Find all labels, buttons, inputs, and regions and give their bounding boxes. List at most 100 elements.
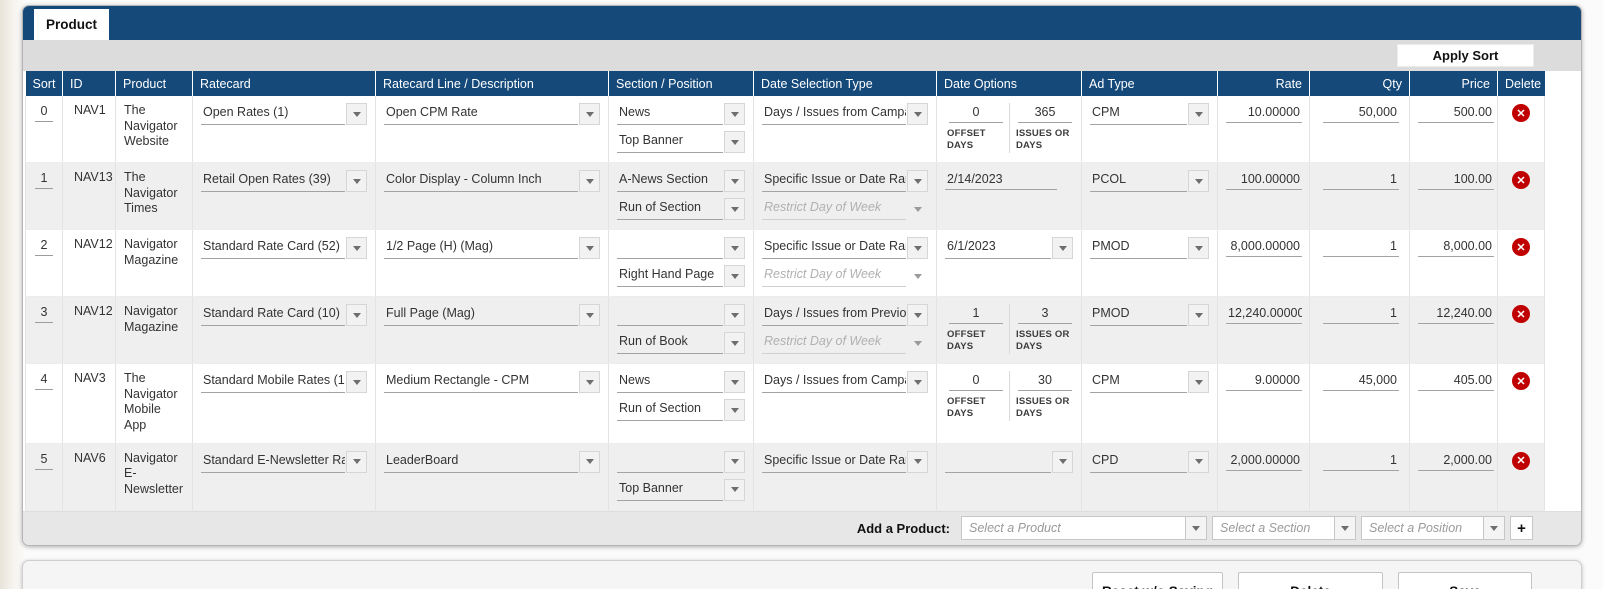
position-select[interactable]: Top Banner (617, 131, 745, 153)
save-button[interactable]: Save (1398, 571, 1532, 589)
chevron-down-icon[interactable] (579, 237, 600, 259)
chevron-down-icon[interactable] (724, 478, 745, 501)
delete-row-button[interactable]: ✕ (1512, 104, 1530, 122)
qty-input[interactable]: 1 (1323, 237, 1399, 257)
offset-days-input[interactable]: 0 (949, 103, 1003, 123)
date-select[interactable] (945, 450, 1073, 473)
chevron-down-icon[interactable] (1052, 450, 1073, 473)
section-select[interactable] (617, 237, 745, 259)
chevron-down-icon[interactable] (907, 237, 928, 259)
date-select[interactable]: 6/1/2023 (945, 237, 1073, 259)
rate-input[interactable]: 8,000.00000 (1226, 237, 1302, 257)
reset-button[interactable]: Reset w/o Saving (1092, 571, 1223, 589)
date-selection-type-select[interactable]: Specific Issue or Date Ran (762, 237, 928, 259)
ad-type-select[interactable]: CPM (1090, 103, 1209, 125)
chevron-down-icon[interactable] (907, 103, 928, 125)
price-input[interactable]: 12,240.00 (1418, 304, 1494, 324)
position-select[interactable]: Run of Section (617, 198, 745, 220)
tab-product[interactable]: Product (34, 9, 110, 40)
chevron-down-icon[interactable] (907, 170, 928, 192)
ratecard-select[interactable]: Standard E-Newsletter Ra (201, 450, 367, 473)
ratecard-select[interactable]: Standard Mobile Rates (14 (201, 371, 367, 393)
chevron-down-icon[interactable] (724, 131, 745, 153)
delete-row-button[interactable]: ✕ (1512, 372, 1530, 390)
chevron-down-icon[interactable] (1188, 237, 1209, 259)
chevron-down-icon[interactable] (1188, 103, 1209, 125)
chevron-down-icon[interactable] (724, 371, 745, 393)
chevron-down-icon[interactable] (724, 237, 745, 259)
chevron-down-icon[interactable] (724, 265, 745, 287)
sort-input[interactable]: 3 (35, 304, 53, 323)
add-product-button[interactable]: + (1510, 516, 1533, 540)
chevron-down-icon[interactable] (724, 170, 745, 192)
chevron-down-icon[interactable] (1185, 517, 1206, 539)
date-selection-type-select[interactable]: Specific Issue or Date Ran (762, 450, 928, 473)
chevron-down-icon[interactable] (724, 304, 745, 326)
qty-input[interactable]: 1 (1323, 451, 1399, 471)
apply-sort-button[interactable]: Apply Sort (1397, 44, 1534, 67)
date-selection-type-select[interactable]: Specific Issue or Date Ran (762, 170, 928, 192)
sort-input[interactable]: 5 (35, 451, 53, 470)
chevron-down-icon[interactable] (1188, 170, 1209, 192)
issues-or-days-input[interactable]: 365 (1018, 103, 1072, 123)
date-selection-type-select[interactable]: Days / Issues from Campa (762, 103, 928, 125)
section-select[interactable] (617, 450, 745, 473)
chevron-down-icon[interactable] (346, 304, 367, 326)
qty-input[interactable]: 50,000 (1323, 103, 1399, 123)
delete-row-button[interactable]: ✕ (1512, 451, 1530, 470)
add-product-select[interactable]: Select a Product (961, 516, 1207, 540)
ratecard-select[interactable]: Retail Open Rates (39) (201, 170, 367, 192)
section-select[interactable] (617, 304, 745, 326)
ratecard-line-select[interactable]: LeaderBoard (384, 450, 600, 473)
chevron-down-icon[interactable] (1188, 450, 1209, 473)
chevron-down-icon[interactable] (579, 103, 600, 125)
sort-input[interactable]: 1 (35, 170, 53, 189)
qty-input[interactable]: 45,000 (1323, 371, 1399, 391)
ratecard-select[interactable]: Standard Rate Card (10) (201, 304, 367, 326)
chevron-down-icon[interactable] (1483, 517, 1504, 539)
add-position-select[interactable]: Select a Position (1361, 516, 1505, 540)
delete-row-button[interactable]: ✕ (1512, 238, 1530, 256)
chevron-down-icon[interactable] (579, 304, 600, 326)
date-selection-type-select[interactable]: Days / Issues from Previou (762, 304, 928, 326)
chevron-down-icon[interactable] (907, 371, 928, 393)
chevron-down-icon[interactable] (579, 450, 600, 473)
chevron-down-icon[interactable] (579, 371, 600, 393)
chevron-down-icon[interactable] (346, 170, 367, 192)
chevron-down-icon[interactable] (346, 371, 367, 393)
section-select[interactable]: A-News Section (617, 170, 745, 192)
ad-type-select[interactable]: PMOD (1090, 304, 1209, 326)
chevron-down-icon[interactable] (907, 450, 928, 473)
chevron-down-icon[interactable] (1188, 304, 1209, 326)
delete-row-button[interactable]: ✕ (1512, 305, 1530, 323)
add-section-select[interactable]: Select a Section (1212, 516, 1356, 540)
rate-input[interactable]: 9.00000 (1226, 371, 1302, 391)
ad-type-select[interactable]: PCOL (1090, 170, 1209, 192)
ratecard-select[interactable]: Open Rates (1) (201, 103, 367, 125)
delete-row-button[interactable]: ✕ (1512, 171, 1530, 189)
sort-input[interactable]: 4 (35, 371, 53, 390)
chevron-down-icon[interactable] (346, 103, 367, 125)
ratecard-select[interactable]: Standard Rate Card (52) (201, 237, 367, 259)
chevron-down-icon[interactable] (724, 399, 745, 421)
offset-days-input[interactable]: 1 (949, 304, 1003, 324)
chevron-down-icon[interactable] (724, 103, 745, 125)
ratecard-line-select[interactable]: Full Page (Mag) (384, 304, 600, 326)
position-select[interactable]: Run of Book (617, 332, 745, 354)
ratecard-line-select[interactable]: Open CPM Rate (384, 103, 600, 125)
position-select[interactable]: Run of Section (617, 399, 745, 421)
ad-type-select[interactable]: CPM (1090, 371, 1209, 393)
ad-type-select[interactable]: PMOD (1090, 237, 1209, 259)
price-input[interactable]: 405.00 (1418, 371, 1494, 391)
chevron-down-icon[interactable] (1188, 371, 1209, 393)
chevron-down-icon[interactable] (907, 304, 928, 326)
ratecard-line-select[interactable]: 1/2 Page (H) (Mag) (384, 237, 600, 259)
chevron-down-icon[interactable] (346, 237, 367, 259)
chevron-down-icon[interactable] (346, 450, 367, 473)
qty-input[interactable]: 1 (1323, 170, 1399, 190)
section-select[interactable]: News (617, 371, 745, 393)
offset-days-input[interactable]: 0 (949, 371, 1003, 391)
position-select[interactable]: Top Banner (617, 478, 745, 501)
issues-or-days-input[interactable]: 3 (1018, 304, 1072, 324)
section-select[interactable]: News (617, 103, 745, 125)
